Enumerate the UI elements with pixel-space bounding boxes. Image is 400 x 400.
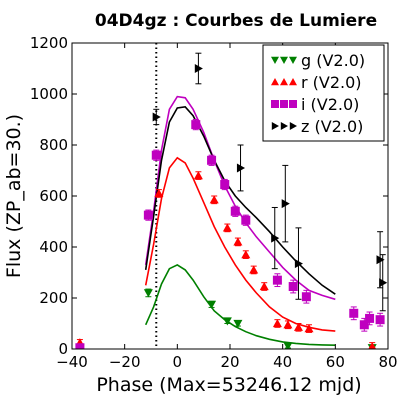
legend-marker-r-1 (280, 78, 288, 86)
y-tick-label-1: 200 (39, 289, 68, 307)
y-tick-label-0: 0 (58, 340, 68, 358)
data-point-i-13 (365, 313, 375, 323)
data-point-r-11 (293, 322, 303, 331)
legend-label-g: g (V2.0) (301, 51, 365, 70)
data-point-z-1 (194, 64, 203, 73)
legend-marker-g-2 (289, 56, 297, 64)
data-point-i-5 (220, 180, 230, 190)
legend-marker-z-1 (280, 122, 288, 130)
data-point-r-5 (233, 237, 243, 246)
data-point-r-2 (193, 171, 203, 180)
data-point-i-2 (151, 150, 161, 160)
data-point-i-11 (349, 308, 359, 318)
y-tick-label-2: 400 (39, 238, 68, 256)
data-point-z-3 (271, 233, 280, 243)
x-tick-label-1: −20 (109, 353, 141, 371)
x-tick-label-4: 40 (273, 353, 292, 371)
data-point-i-4 (207, 155, 217, 165)
x-tick-label-2: 0 (173, 353, 183, 371)
data-point-g-2 (207, 300, 217, 309)
x-tick-label-5: 60 (326, 353, 345, 371)
data-point-r-7 (249, 265, 259, 274)
data-point-z-7 (379, 278, 388, 288)
data-point-r-8 (259, 282, 269, 291)
legend: g (V2.0) r (V2.0) i (V2.0) z (V2.0) (262, 44, 385, 142)
data-point-z-5 (294, 259, 303, 269)
legend-marker-i-2 (289, 100, 297, 108)
data-point-g-1 (143, 289, 153, 298)
legend-label-z: z (V2.0) (301, 117, 363, 136)
data-point-i-7 (241, 215, 251, 225)
legend-label-i: i (V2.0) (301, 95, 359, 114)
y-tick-label-3: 600 (39, 187, 68, 205)
data-point-z-2 (236, 163, 246, 173)
y-tick-label-5: 1000 (30, 85, 68, 103)
plot-area (75, 43, 388, 349)
legend-marker-r-0 (271, 78, 279, 86)
x-axis-label: Phase (Max=53246.12 mjd) (96, 374, 361, 396)
data-point-i-10 (301, 292, 311, 302)
data-point-r-3 (209, 195, 219, 204)
legend-marker-z-2 (289, 122, 297, 130)
legend-marker-i-1 (280, 100, 288, 108)
legend-marker-z-0 (271, 122, 279, 130)
y-axis-label: Flux (ZP_ab=30.) (3, 114, 25, 278)
data-point-i-8 (272, 275, 282, 285)
data-point-i-3 (191, 120, 201, 130)
data-point-r-12 (304, 324, 314, 333)
y-tick-label-6: 1200 (30, 34, 68, 52)
x-tick-label-0: −40 (56, 353, 88, 371)
data-point-r-1 (154, 188, 164, 198)
data-point-i-9 (288, 282, 298, 292)
x-tick-label-6: 80 (378, 353, 397, 371)
data-point-i-6 (230, 206, 240, 216)
data-point-r-10 (283, 320, 293, 329)
y-tick-label-4: 800 (39, 136, 68, 154)
legend-marker-g-1 (280, 56, 288, 64)
legend-marker-g-0 (271, 56, 279, 64)
data-point-g-4 (233, 319, 243, 328)
plot-content (75, 43, 388, 349)
x-tick-label-3: 20 (220, 353, 239, 371)
data-point-z-6 (376, 255, 385, 265)
data-point-r-13 (368, 341, 377, 349)
data-point-i-0 (75, 343, 85, 349)
data-point-r-6 (241, 250, 251, 259)
legend-label-r: r (V2.0) (301, 73, 362, 92)
data-point-g-3 (222, 317, 232, 326)
data-point-g-5 (283, 342, 293, 349)
legend-marker-r-2 (289, 78, 297, 86)
chart-title: 04D4gz : Courbes de Lumiere (95, 11, 377, 31)
data-point-z-0 (152, 112, 161, 122)
data-point-i-1 (143, 210, 153, 220)
data-point-i-14 (375, 315, 385, 325)
data-point-r-9 (272, 319, 282, 328)
legend-marker-i-0 (271, 100, 279, 108)
data-point-r-4 (222, 223, 232, 232)
data-point-z-4 (281, 199, 290, 209)
